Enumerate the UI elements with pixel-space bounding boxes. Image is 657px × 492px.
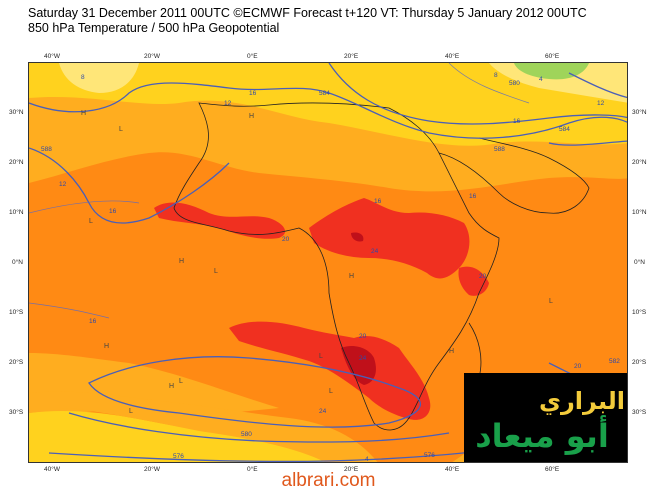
temp-label: 24 (371, 248, 379, 255)
lon-label-bottom: 40°W (44, 466, 60, 473)
temperature-patch-cool-nw (59, 63, 139, 93)
svg-text:L: L (129, 408, 133, 415)
geopotential-label: 582 (609, 358, 620, 365)
lon-label-bottom: 20°E (344, 466, 359, 473)
lon-label-bottom: 20°W (144, 466, 160, 473)
temp-label: 16 (513, 118, 521, 125)
temp-label: 12 (597, 100, 605, 107)
lat-label-left: 30°S (9, 409, 24, 416)
svg-text:H: H (179, 258, 184, 265)
temperature-patch-cool-ne (489, 63, 627, 103)
lon-label-top: 40°W (44, 53, 60, 60)
geopotential-label: 580 (509, 80, 520, 87)
svg-text:L: L (89, 218, 93, 225)
geopotential-label: 580 (241, 431, 252, 438)
svg-text:L: L (329, 388, 333, 395)
temperature-patch-dark-red (351, 232, 364, 242)
svg-text:H: H (104, 343, 109, 350)
svg-text:H: H (249, 113, 254, 120)
temp-label: 12 (224, 100, 232, 107)
lon-label-top: 40°E (445, 53, 460, 60)
map-title: Saturday 31 December 2011 00UTC ©ECMWF F… (28, 6, 587, 36)
lat-label-left: 10°N (9, 209, 24, 216)
temperature-band-south-light-orange (29, 391, 378, 462)
lon-label-bottom: 60°E (545, 466, 560, 473)
lon-label-bottom: 0°E (247, 466, 258, 473)
albrari-logo: البراري أبو ميعاد (464, 373, 627, 462)
geopotential-label: 584 (319, 90, 330, 97)
lon-label-top: 0°E (247, 53, 258, 60)
temp-label: 8 (494, 72, 498, 79)
temp-label: 16 (109, 208, 117, 215)
temp-label: 4 (539, 76, 543, 83)
lon-label-top: 20°W (144, 53, 160, 60)
svg-text:H: H (349, 273, 354, 280)
title-line-2: 850 hPa Temperature / 500 hPa Geopotenti… (28, 21, 280, 35)
temp-label: 24 (359, 355, 367, 362)
temp-label: 20 (282, 236, 290, 243)
temperature-patch-green-ne (514, 63, 589, 80)
temperature-patch-red-south (229, 321, 431, 420)
title-line-1: Saturday 31 December 2011 00UTC ©ECMWF F… (28, 6, 587, 20)
lat-label-right: 10°N (632, 209, 647, 216)
lat-label-right: 10°S (632, 309, 647, 316)
temp-label: 8 (81, 74, 85, 81)
temp-label: 20 (359, 333, 367, 340)
lat-label-right: 20°N (632, 159, 647, 166)
lon-label-bottom: 40°E (445, 466, 460, 473)
lat-label-right: 0°N (634, 259, 645, 266)
site-watermark: albrari.com (281, 470, 376, 491)
geopotential-label: 584 (559, 126, 570, 133)
temp-label: 20 (479, 273, 487, 280)
logo-line-2: أبو ميعاد (475, 415, 609, 455)
lon-label-top: 20°E (344, 53, 359, 60)
temp-label: 12 (59, 181, 67, 188)
svg-text:L: L (214, 268, 218, 275)
svg-text:L: L (119, 126, 123, 133)
temp-label: 4 (365, 456, 369, 463)
lat-label-left: 0°N (12, 259, 23, 266)
temp-label: 16 (249, 90, 257, 97)
temperature-patch-red-central (309, 198, 470, 279)
temperature-patch-dark-red (341, 346, 376, 385)
lon-label-top: 60°E (545, 53, 560, 60)
lat-label-left: 30°N (9, 109, 24, 116)
temp-label: 16 (374, 198, 382, 205)
temp-label: 20 (574, 363, 582, 370)
geopotential-label: 588 (41, 146, 52, 153)
geopotential-label: 588 (494, 146, 505, 153)
temperature-patch-red-sahel (154, 202, 286, 239)
logo-line-1: البراري (539, 387, 625, 415)
lat-label-left: 20°N (9, 159, 24, 166)
temp-label: 16 (89, 318, 97, 325)
temp-label: 16 (469, 193, 477, 200)
geopotential-label: 576 (173, 453, 184, 460)
temperature-contours (29, 63, 530, 319)
contour-labels: 8 12 12 16 20 24 16 20 24 16 20 24 16 20… (41, 72, 620, 463)
temperature-band-south-yellow (29, 411, 326, 462)
svg-text:H: H (169, 383, 174, 390)
svg-text:H: H (449, 348, 454, 355)
geopotential-contours (29, 63, 627, 462)
lat-label-right: 20°S (632, 359, 647, 366)
temp-label: 24 (319, 408, 327, 415)
svg-text:L: L (549, 298, 553, 305)
geopotential-label: 576 (424, 452, 435, 459)
lat-label-right: 30°S (632, 409, 647, 416)
svg-text:L: L (319, 353, 323, 360)
pressure-marks: H L H L H L H H L L H L H L L (81, 110, 553, 415)
lat-label-right: 30°N (632, 109, 647, 116)
lat-label-left: 10°S (9, 309, 24, 316)
svg-text:H: H (81, 110, 86, 117)
svg-text:L: L (179, 378, 183, 385)
lat-label-left: 20°S (9, 359, 24, 366)
